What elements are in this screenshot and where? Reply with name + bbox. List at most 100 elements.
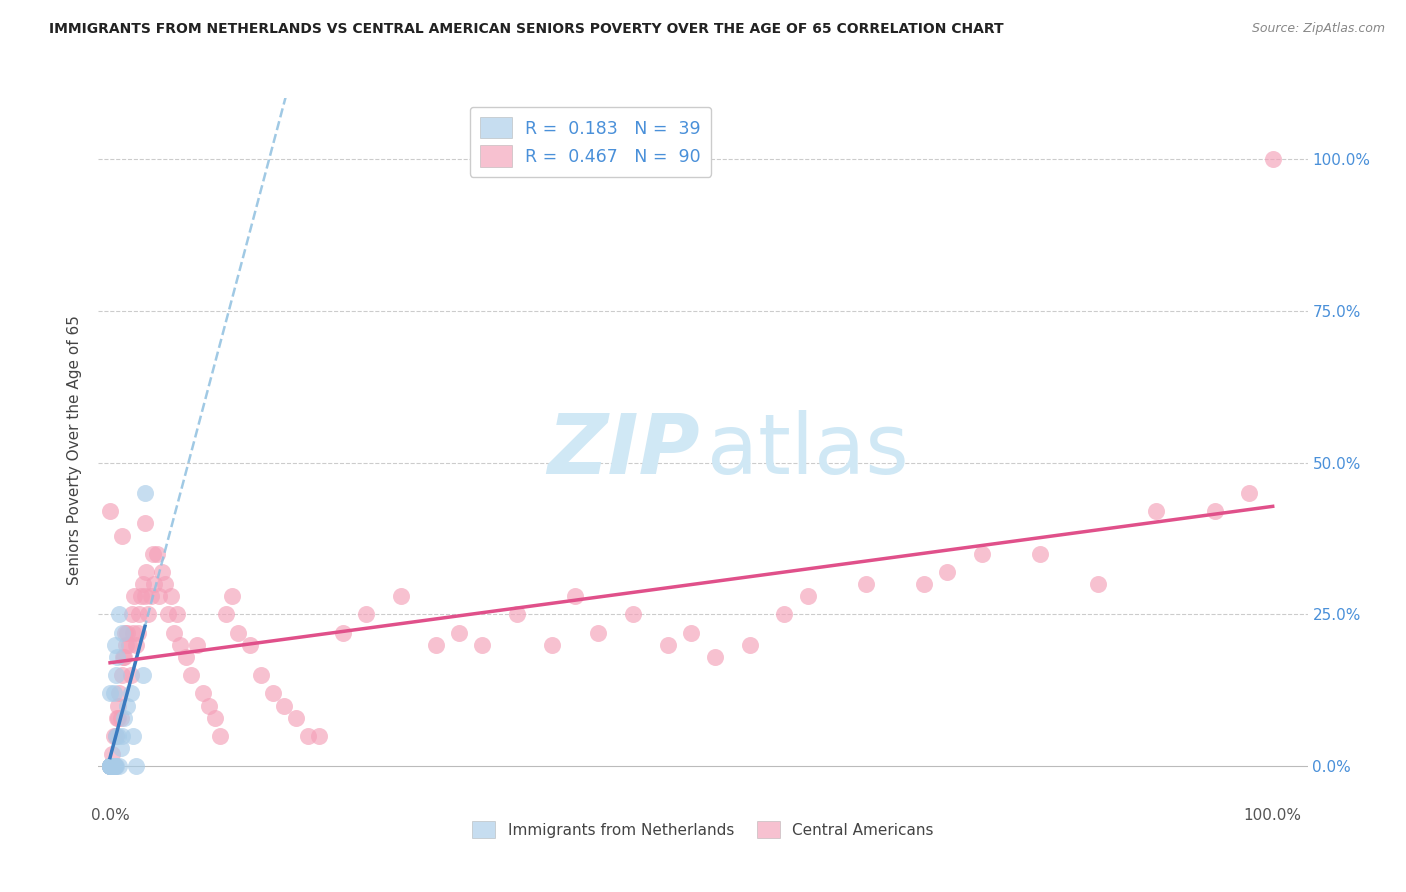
Point <box>117 625 139 640</box>
Point <box>285 711 308 725</box>
Point <box>101 747 124 762</box>
Point <box>110 741 132 756</box>
Point <box>108 686 131 700</box>
Point <box>540 638 562 652</box>
Point <box>101 759 124 773</box>
Point <box>308 729 330 743</box>
Point <box>150 565 173 579</box>
Point <box>98 759 121 773</box>
Point <box>111 625 134 640</box>
Point <box>124 638 146 652</box>
Point <box>191 686 214 700</box>
Point <box>101 759 124 773</box>
Point <box>110 711 132 725</box>
Point <box>131 668 153 682</box>
Point <box>621 607 644 622</box>
Point <box>681 625 703 640</box>
Point <box>297 729 319 743</box>
Point <box>108 759 131 773</box>
Point <box>912 577 935 591</box>
Point <box>103 729 125 743</box>
Point <box>153 577 176 591</box>
Point <box>98 504 121 518</box>
Legend: Immigrants from Netherlands, Central Americans: Immigrants from Netherlands, Central Ame… <box>467 814 939 845</box>
Point <box>98 759 121 773</box>
Point <box>332 625 354 640</box>
Point <box>124 759 146 773</box>
Point <box>122 625 145 640</box>
Point <box>104 759 127 773</box>
Point <box>425 638 447 652</box>
Point <box>588 625 610 640</box>
Point <box>138 607 160 622</box>
Point <box>169 638 191 652</box>
Point <box>101 759 124 773</box>
Point <box>120 668 142 682</box>
Point <box>166 607 188 622</box>
Point <box>855 577 877 591</box>
Point <box>117 698 139 713</box>
Point <box>104 759 127 773</box>
Text: atlas: atlas <box>707 410 908 491</box>
Point <box>104 668 127 682</box>
Point <box>111 729 134 743</box>
Point <box>103 759 125 773</box>
Point <box>134 486 156 500</box>
Point <box>1261 152 1284 166</box>
Point <box>120 686 142 700</box>
Point <box>100 759 122 773</box>
Point <box>447 625 470 640</box>
Point <box>112 650 135 665</box>
Point <box>98 759 121 773</box>
Point <box>98 759 121 773</box>
Point <box>107 711 129 725</box>
Point <box>134 516 156 531</box>
Point <box>104 759 127 773</box>
Point <box>98 759 121 773</box>
Point <box>471 638 494 652</box>
Point <box>100 759 122 773</box>
Point <box>970 547 993 561</box>
Point <box>104 759 127 773</box>
Point <box>135 565 157 579</box>
Point <box>121 607 143 622</box>
Point <box>104 729 127 743</box>
Point <box>1029 547 1052 561</box>
Text: Source: ZipAtlas.com: Source: ZipAtlas.com <box>1251 22 1385 36</box>
Point <box>118 638 141 652</box>
Point <box>250 668 273 682</box>
Point <box>98 686 121 700</box>
Point <box>98 759 121 773</box>
Point <box>100 759 122 773</box>
Point <box>111 668 134 682</box>
Point <box>1144 504 1167 518</box>
Point <box>163 625 186 640</box>
Point <box>105 650 128 665</box>
Point <box>564 589 586 603</box>
Point <box>111 528 134 542</box>
Point <box>131 577 153 591</box>
Point <box>389 589 412 603</box>
Point <box>738 638 761 652</box>
Point <box>124 589 146 603</box>
Point <box>98 759 121 773</box>
Point <box>103 686 125 700</box>
Point <box>354 607 377 622</box>
Point <box>111 650 134 665</box>
Point <box>180 668 202 682</box>
Point <box>139 589 162 603</box>
Point <box>107 729 129 743</box>
Point <box>1087 577 1109 591</box>
Point <box>148 589 170 603</box>
Point <box>174 650 197 665</box>
Point <box>100 759 122 773</box>
Point <box>273 698 295 713</box>
Point <box>936 565 959 579</box>
Point <box>127 625 149 640</box>
Point <box>239 638 262 652</box>
Point <box>262 686 284 700</box>
Point <box>104 638 127 652</box>
Point <box>657 638 679 652</box>
Point <box>131 589 153 603</box>
Point <box>103 759 125 773</box>
